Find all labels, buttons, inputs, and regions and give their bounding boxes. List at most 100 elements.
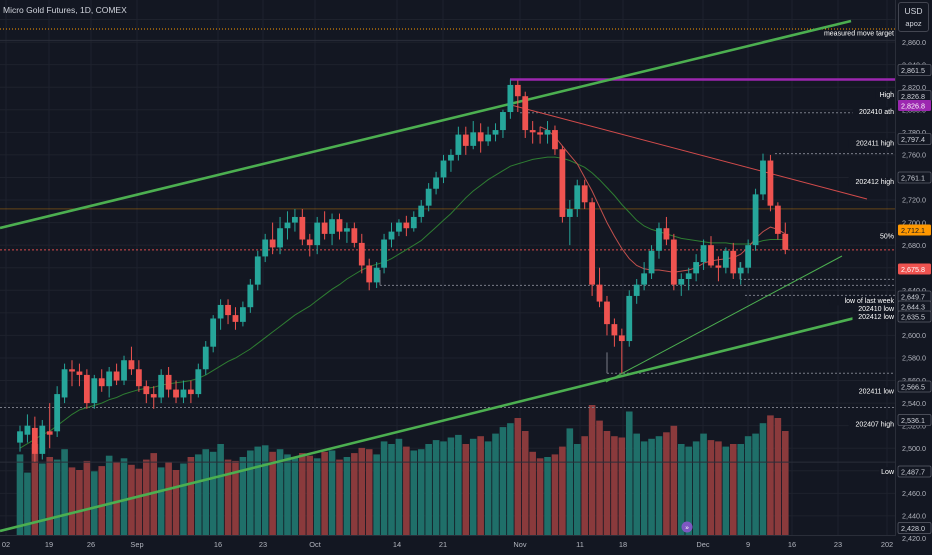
- volume-bar: [395, 438, 403, 535]
- volume-bar: [744, 436, 752, 535]
- support-trend-line[interactable]: [605, 255, 843, 383]
- time-axis-label: 16: [214, 540, 222, 549]
- candle-body: [604, 301, 610, 325]
- candle-body: [477, 132, 484, 142]
- volume-bar: [529, 451, 536, 535]
- volume-bar: [707, 440, 715, 535]
- lower-channel-line[interactable]: [0, 306, 896, 533]
- candle-body: [336, 219, 343, 232]
- candle-body: [730, 250, 737, 274]
- currency-selector[interactable]: USD apoz: [898, 2, 929, 32]
- candle-body: [782, 233, 789, 250]
- volume-bar: [677, 444, 685, 535]
- candle-body: [202, 346, 209, 370]
- volume-bar: [566, 428, 574, 535]
- label-background: [875, 90, 895, 100]
- long-moving-average-line: [19, 156, 786, 449]
- moving-averages: [19, 126, 786, 449]
- level-label-text: 202412 high: [855, 179, 894, 186]
- candle-body: [113, 371, 120, 381]
- time-axis-label: 21: [439, 540, 447, 549]
- volume-bar: [781, 431, 789, 535]
- price-tag-purple: 2,826.8: [898, 100, 931, 111]
- volume-bars: [16, 405, 789, 535]
- volume-bar: [633, 433, 640, 535]
- volume-bar: [291, 457, 299, 535]
- currency-label: USD: [904, 6, 923, 16]
- candle-body: [626, 295, 633, 342]
- price-tag-box: [897, 380, 932, 393]
- trend-lines[interactable]: [0, 19, 896, 533]
- candle-body: [440, 160, 447, 178]
- candle-body: [195, 369, 202, 395]
- candle-body: [633, 284, 640, 296]
- time-axis[interactable]: 02 19 26 Sep 16 23 Oct 14 21 Nov 11 18 Dec 9 16 23 202: [2, 540, 893, 549]
- candle-body: [544, 130, 551, 135]
- candle-body: [522, 96, 529, 131]
- volume-bar: [358, 447, 366, 535]
- candle-body: [306, 239, 313, 246]
- candle-body: [396, 222, 402, 232]
- volume-bar: [61, 449, 68, 535]
- volume-bar: [611, 436, 618, 535]
- candle-body: [39, 425, 46, 454]
- resistance-trend-line[interactable]: [510, 104, 868, 200]
- time-axis-label: 26: [87, 540, 95, 549]
- candle-body: [269, 239, 276, 248]
- price-tick-label: 2,540.0: [902, 399, 926, 408]
- events-icon[interactable]: »: [681, 521, 693, 533]
- candle-body: [135, 369, 142, 387]
- price-tag-text: 2,826.8: [901, 92, 925, 101]
- price-tag-text: 2,644.3: [901, 302, 925, 311]
- candle-body: [462, 134, 469, 146]
- volume-bar: [313, 458, 321, 535]
- level-label: 202410 low: [852, 304, 895, 314]
- volume-bar: [521, 431, 529, 535]
- candle-body: [492, 130, 499, 135]
- unit-label: apoz: [905, 19, 922, 28]
- volume-bar: [499, 427, 507, 535]
- volume-bar: [239, 457, 247, 535]
- price-tag-text: 2,487.7: [901, 467, 925, 476]
- price-tick-label: 2,720.0: [902, 196, 926, 205]
- price-tag-box: [898, 100, 931, 111]
- volume-bar: [648, 438, 655, 535]
- candle-body: [158, 374, 165, 398]
- candle-body: [54, 394, 61, 432]
- candle-body: [128, 360, 135, 370]
- candle-body: [61, 369, 68, 398]
- candle-body: [373, 267, 380, 283]
- volume-bar: [343, 457, 351, 535]
- upper-channel-line[interactable]: [0, 19, 852, 230]
- level-label-text: Low: [881, 469, 895, 476]
- volume-bar: [195, 454, 202, 535]
- price-tick-label: 2,440.0: [902, 512, 926, 521]
- svg-text:»: »: [685, 525, 689, 532]
- volume-bar: [321, 451, 328, 535]
- volume-bar: [767, 415, 774, 535]
- candle-body: [581, 185, 588, 203]
- candle-body: [351, 228, 358, 243]
- price-tag-text: 2,712.1: [901, 226, 925, 235]
- price-tag-text: 2,536.1: [901, 416, 925, 425]
- time-axis-label: 23: [259, 540, 267, 549]
- candle-body: [173, 389, 179, 398]
- volume-bar: [484, 441, 492, 535]
- volume-bar: [299, 453, 306, 535]
- volume-bar: [469, 438, 477, 535]
- price-tag-box: [898, 263, 931, 275]
- candle-body: [670, 239, 677, 285]
- volume-bar: [254, 446, 262, 535]
- label-background: [852, 312, 895, 322]
- candle-body: [641, 273, 648, 285]
- time-axis-label: 9: [746, 540, 750, 549]
- symbol-title[interactable]: Micro Gold Futures, 1D, COMEX: [3, 5, 127, 15]
- candle-body: [589, 202, 596, 285]
- price-tag-line: 2,635.5: [897, 310, 932, 323]
- candle-body: [455, 134, 462, 155]
- candle-body: [700, 245, 707, 263]
- level-label-text: 202411 low: [859, 389, 895, 396]
- price-tick-label: 2,780.0: [902, 128, 926, 137]
